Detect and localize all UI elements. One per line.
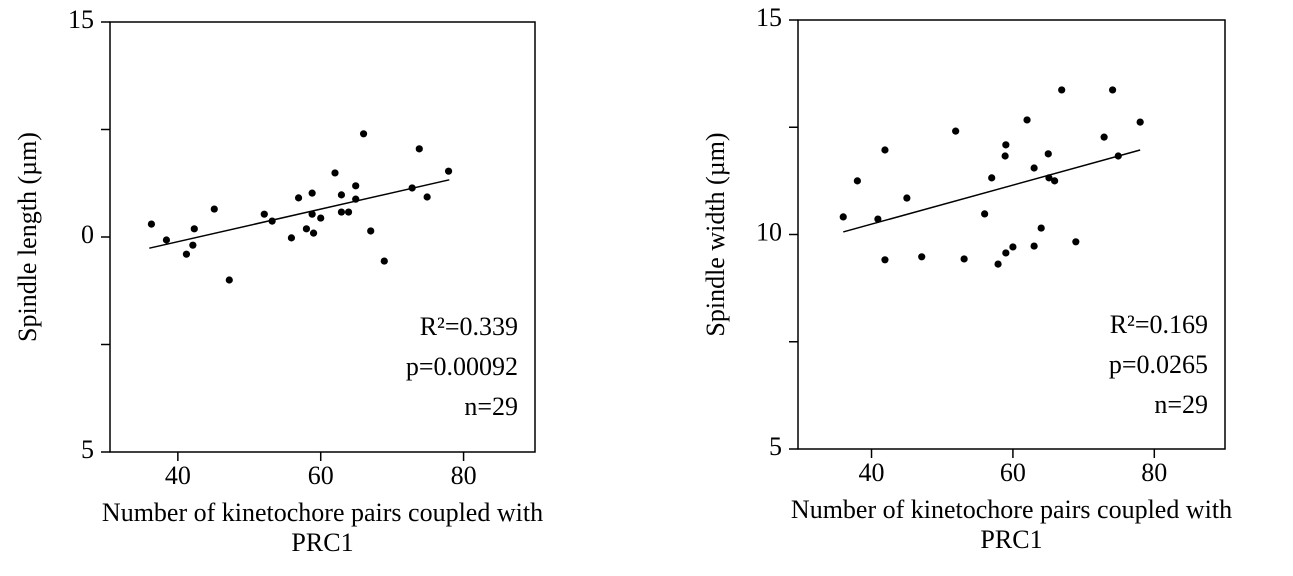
point bbox=[1045, 174, 1053, 182]
point bbox=[287, 234, 296, 242]
x-tick-label: 80 bbox=[451, 461, 477, 490]
point bbox=[1044, 150, 1052, 158]
x-axis-label: Number of kinetochore pairs coupled with… bbox=[101, 498, 544, 557]
y-tick-label: 5 bbox=[81, 435, 94, 464]
y-tick-label: 15 bbox=[68, 5, 94, 34]
point bbox=[308, 189, 316, 197]
point bbox=[981, 210, 989, 218]
point bbox=[1072, 238, 1080, 246]
point bbox=[352, 182, 360, 190]
point bbox=[1051, 177, 1059, 185]
point bbox=[380, 257, 388, 265]
point bbox=[881, 146, 889, 154]
point bbox=[337, 208, 346, 216]
point bbox=[309, 229, 318, 237]
annotation: n=29 bbox=[1154, 390, 1208, 419]
point bbox=[1002, 249, 1010, 257]
point bbox=[302, 225, 311, 233]
y-tick-label: 0 bbox=[81, 220, 94, 249]
point bbox=[189, 241, 197, 249]
point bbox=[268, 217, 276, 225]
point bbox=[260, 210, 268, 218]
point bbox=[960, 255, 968, 263]
point bbox=[903, 194, 911, 202]
trendline bbox=[843, 149, 1141, 233]
x-tick-label: 80 bbox=[1141, 458, 1167, 487]
point bbox=[1030, 242, 1038, 250]
point bbox=[1058, 86, 1066, 94]
panel: 5 10 15 40 60 80 R²=0.169 p=0.0265 n=29 Spindle w… bbox=[701, 3, 1233, 554]
y-tick-label: 15 bbox=[756, 3, 782, 32]
point bbox=[408, 184, 416, 192]
point bbox=[294, 194, 303, 202]
plot-frame bbox=[797, 19, 1226, 450]
point bbox=[839, 213, 847, 221]
point bbox=[1100, 133, 1108, 141]
point bbox=[147, 220, 156, 228]
y-tick-label: 10 bbox=[756, 217, 782, 246]
point bbox=[1023, 116, 1031, 124]
point bbox=[853, 177, 861, 185]
point bbox=[423, 193, 431, 201]
point bbox=[1114, 152, 1122, 160]
x-tick-label: 40 bbox=[859, 458, 885, 487]
trendline bbox=[149, 179, 450, 249]
y-axis-label: Spindle width (µm) bbox=[701, 132, 730, 336]
point bbox=[331, 169, 339, 177]
point bbox=[190, 225, 198, 233]
point bbox=[162, 236, 171, 244]
annotation: n=29 bbox=[464, 392, 518, 421]
annotation: R²=0.339 bbox=[420, 312, 518, 341]
annotation: p=0.0265 bbox=[1109, 350, 1208, 379]
panel: 5 0 15 40 60 80 R²=0.339 p=0.00092 n=29 Spindle l… bbox=[13, 5, 544, 557]
annotation: p=0.00092 bbox=[406, 352, 518, 381]
point bbox=[1009, 243, 1017, 251]
point bbox=[337, 191, 346, 199]
point bbox=[1136, 118, 1144, 126]
x-tick-label: 40 bbox=[165, 461, 191, 490]
point bbox=[918, 253, 926, 261]
point bbox=[874, 215, 882, 223]
y-tick-label: 5 bbox=[769, 432, 782, 461]
point bbox=[308, 210, 316, 218]
point bbox=[210, 205, 218, 213]
annotation: R²=0.169 bbox=[1110, 310, 1208, 339]
point bbox=[182, 250, 191, 258]
x-axis-label-box: Number of kinetochore pairs coupled with… bbox=[790, 495, 1233, 554]
point bbox=[1030, 164, 1038, 172]
point bbox=[352, 195, 360, 203]
point bbox=[988, 174, 996, 182]
point bbox=[415, 145, 423, 153]
point bbox=[1001, 152, 1009, 160]
point bbox=[367, 227, 375, 235]
point bbox=[1108, 86, 1117, 94]
point bbox=[317, 214, 325, 222]
x-axis-label-box: Number of kinetochore pairs coupled with… bbox=[101, 498, 544, 557]
y-axis-label: Spindle length (µm) bbox=[13, 132, 42, 342]
point bbox=[225, 276, 233, 284]
point bbox=[444, 167, 453, 175]
point bbox=[359, 130, 368, 138]
x-axis-label: Number of kinetochore pairs coupled with… bbox=[790, 495, 1233, 554]
plot-frame bbox=[109, 21, 536, 453]
point bbox=[994, 260, 1002, 268]
point bbox=[881, 256, 889, 264]
point bbox=[1037, 224, 1045, 232]
point bbox=[952, 127, 960, 135]
point bbox=[1002, 141, 1010, 149]
point bbox=[344, 208, 353, 216]
x-tick-label: 60 bbox=[1000, 458, 1026, 487]
x-tick-label: 60 bbox=[308, 461, 334, 490]
